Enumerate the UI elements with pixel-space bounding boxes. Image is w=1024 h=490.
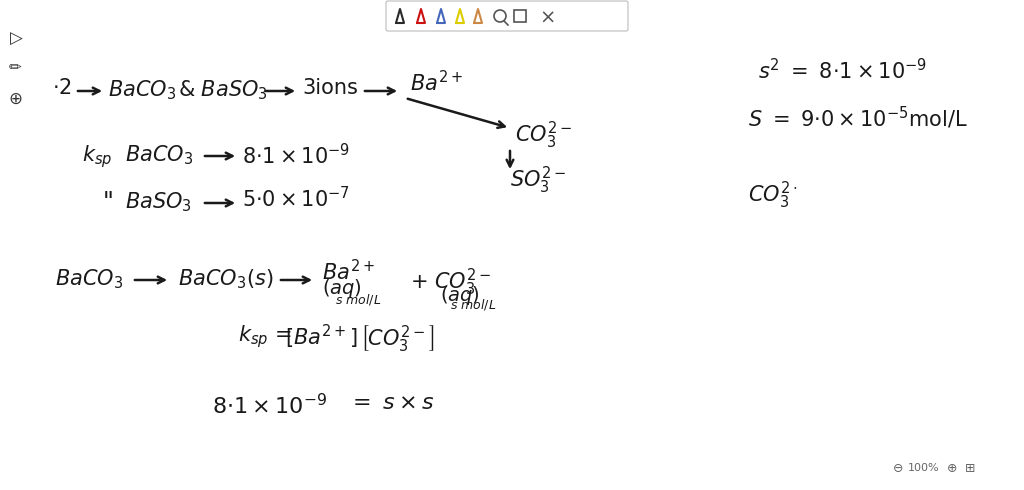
Text: ⊕: ⊕	[947, 462, 957, 475]
Text: ⊖: ⊖	[893, 462, 903, 475]
Text: $CO_3^{2\cdot}$: $CO_3^{2\cdot}$	[748, 180, 798, 211]
FancyBboxPatch shape	[386, 1, 628, 31]
Text: $\left[Ba^{2+}\right]$: $\left[Ba^{2+}\right]$	[285, 323, 357, 351]
Text: $8{\cdot}1\times10^{-9}$: $8{\cdot}1\times10^{-9}$	[242, 143, 350, 168]
Text: $Ba^{2+}$: $Ba^{2+}$	[410, 70, 463, 95]
Text: $SO_3^{2-}$: $SO_3^{2-}$	[510, 165, 566, 196]
Text: $=$: $=$	[270, 323, 292, 343]
Text: $5{\cdot}0\times10^{-7}$: $5{\cdot}0\times10^{-7}$	[242, 186, 350, 211]
Text: ": "	[103, 190, 114, 214]
Text: ⊞: ⊞	[965, 462, 976, 475]
Text: $BaSO_3$: $BaSO_3$	[125, 190, 191, 214]
Text: $+\ CO_3^{2-}$: $+\ CO_3^{2-}$	[410, 267, 492, 298]
Text: $k_{sp}$: $k_{sp}$	[82, 143, 113, 170]
Text: ×: ×	[539, 9, 555, 28]
Text: $k_{sp}$: $k_{sp}$	[238, 323, 268, 350]
Text: 100%: 100%	[908, 463, 940, 473]
Text: $(aq)$: $(aq)$	[440, 284, 480, 307]
Text: $\left[CO_3^{2-}\right]$: $\left[CO_3^{2-}\right]$	[360, 323, 434, 354]
Text: $s^2\ =\ 8{\cdot}1\times10^{-9}$: $s^2\ =\ 8{\cdot}1\times10^{-9}$	[758, 58, 927, 83]
Text: $Ba^{2+}$: $Ba^{2+}$	[322, 259, 375, 284]
Text: $8{\cdot}1\times10^{-9}$: $8{\cdot}1\times10^{-9}$	[212, 393, 327, 418]
Text: & $BaSO_3$: & $BaSO_3$	[178, 78, 267, 101]
Text: $(aq)$: $(aq)$	[322, 277, 361, 300]
Text: $s\ mol/L$: $s\ mol/L$	[335, 292, 381, 307]
Text: $BaCO_3$: $BaCO_3$	[108, 78, 176, 101]
Text: $\cdot$2: $\cdot$2	[52, 78, 72, 98]
Text: 3ions: 3ions	[302, 78, 357, 98]
Text: $CO_3^{2-}$: $CO_3^{2-}$	[515, 120, 572, 151]
Text: ▷: ▷	[9, 30, 23, 48]
Text: $s\ mol/L$: $s\ mol/L$	[450, 297, 497, 312]
Text: ✏: ✏	[8, 60, 22, 75]
Text: $=\ s\times s$: $=\ s\times s$	[348, 393, 434, 413]
Text: $S\ =\ 9{\cdot}0\times10^{-5}$mol/L: $S\ =\ 9{\cdot}0\times10^{-5}$mol/L	[748, 105, 968, 131]
Text: $BaCO_3$: $BaCO_3$	[125, 143, 194, 167]
Text: $BaCO_3(s)$: $BaCO_3(s)$	[178, 267, 273, 291]
Text: $BaCO_3$: $BaCO_3$	[55, 267, 123, 291]
Text: ⊕: ⊕	[8, 90, 22, 108]
